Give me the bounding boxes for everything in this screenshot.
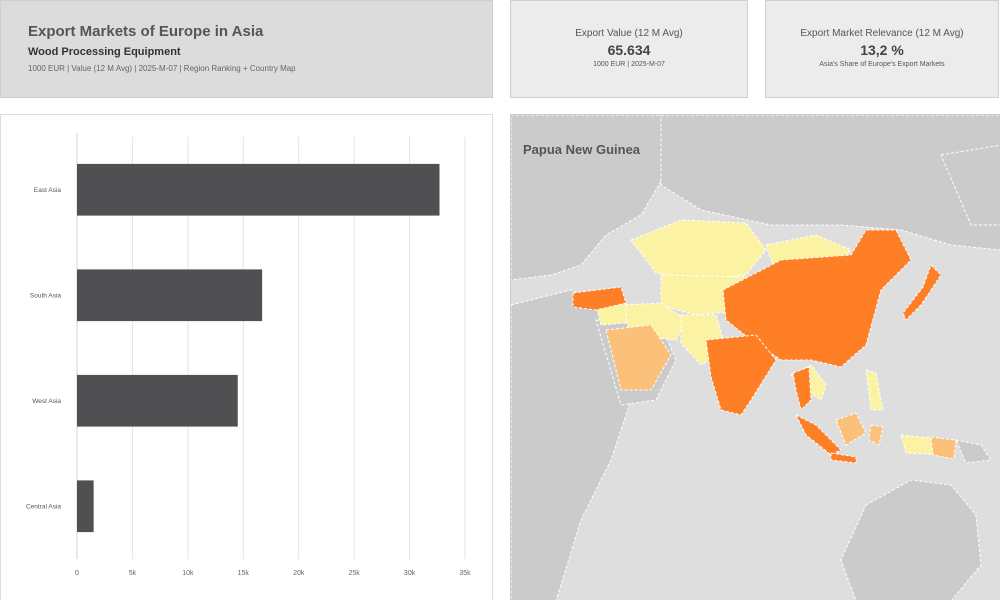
page-meta: 1000 EUR | Value (12 M Avg) | 2025-M-07 … — [28, 64, 296, 73]
map-region-new-guinea-west[interactable] — [930, 436, 957, 460]
map-region-thailand[interactable] — [792, 366, 812, 411]
x-tick-label: 5k — [129, 570, 137, 577]
kpi-label: Export Value (12 M Avg) — [575, 28, 683, 39]
x-tick-label: 30k — [404, 570, 416, 577]
kpi-export-value: Export Value (12 M Avg) 65.634 1000 EUR … — [510, 0, 748, 98]
x-tick-label: 0 — [75, 570, 79, 577]
y-category-label: Central Asia — [26, 503, 61, 510]
bar-chart-svg: 0 5k 10k 15k 20k 25k 30k 35k East Asia South Asia… — [26, 133, 471, 577]
map-region-turkey[interactable] — [572, 286, 627, 311]
page-subtitle: Wood Processing Equipment — [28, 46, 181, 58]
map-region-kazakhstan[interactable] — [630, 219, 767, 281]
map-svg[interactable] — [511, 115, 1000, 600]
kpi-market-relevance: Export Market Relevance (12 M Avg) 13,2 … — [765, 0, 999, 98]
map-region-sea-of-japan-coast — [940, 144, 1000, 226]
bar-south-asia — [77, 269, 263, 322]
map-region-java[interactable] — [830, 452, 857, 464]
kpi-sub: 1000 EUR | 2025-M-07 — [593, 61, 665, 68]
x-tick-label: 35k — [459, 570, 471, 577]
kpi-sub: Asia's Share of Europe's Export Markets — [819, 61, 945, 68]
bar-east-asia — [77, 163, 440, 216]
x-tick-label: 15k — [238, 570, 250, 577]
map-region-papua-new-guinea — [955, 439, 992, 464]
country-map[interactable]: Papua New Guinea — [510, 114, 1000, 600]
title-panel: Export Markets of Europe in Asia Wood Pr… — [0, 0, 493, 98]
region-bar-chart: 0 5k 10k 15k 20k 25k 30k 35k East Asia South Asia… — [0, 114, 493, 600]
map-region-saudi-arabia[interactable] — [605, 324, 672, 391]
y-category-label: West Asia — [32, 398, 61, 405]
map-region-philippines[interactable] — [865, 369, 884, 411]
bar-central-asia — [77, 480, 94, 533]
x-tick-label: 20k — [293, 570, 305, 577]
map-region-sumatra[interactable] — [795, 414, 842, 456]
y-category-label: East Asia — [34, 187, 61, 194]
map-region-russia — [660, 115, 1000, 251]
map-region-australia — [840, 479, 982, 600]
x-tick-label: 10k — [182, 570, 194, 577]
map-region-japan[interactable] — [902, 264, 942, 321]
kpi-label: Export Market Relevance (12 M Avg) — [800, 28, 964, 39]
page-title: Export Markets of Europe in Asia — [28, 23, 264, 40]
bar-west-asia — [77, 374, 238, 427]
map-region-borneo[interactable] — [835, 412, 867, 446]
kpi-value: 13,2 % — [860, 42, 904, 58]
x-tick-label: 25k — [348, 570, 360, 577]
map-region-india[interactable] — [705, 334, 777, 416]
y-category-label: South Asia — [30, 292, 61, 299]
map-region-sulawesi[interactable] — [868, 424, 884, 446]
kpi-value: 65.634 — [607, 42, 651, 58]
map-hover-label: Papua New Guinea — [523, 142, 641, 157]
